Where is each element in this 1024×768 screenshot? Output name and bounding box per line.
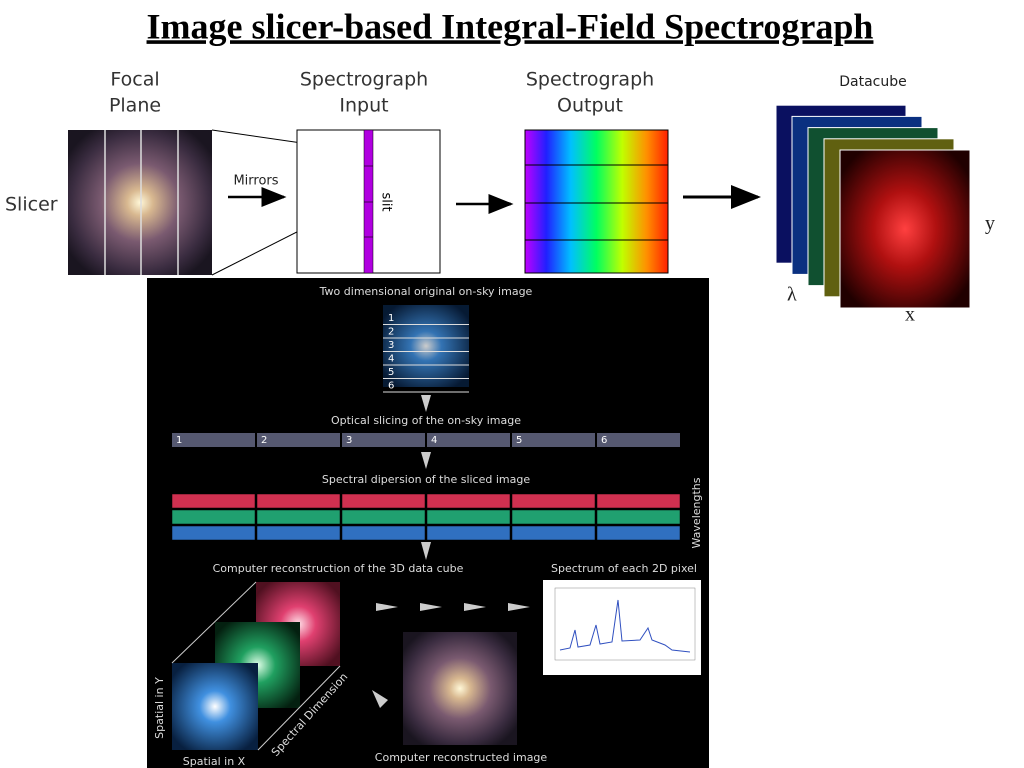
slice-strip xyxy=(342,433,425,447)
slice-lines xyxy=(104,130,179,275)
spectrum-box xyxy=(524,129,669,274)
slice-number: 5 xyxy=(388,367,394,378)
dispersed-slice xyxy=(256,525,341,541)
dispersed-slice xyxy=(426,525,511,541)
slice-number: 2 xyxy=(388,327,394,338)
dispersed-slice xyxy=(171,509,256,525)
caption: Spectrum of each 2D pixel xyxy=(551,562,697,575)
axis-y: y xyxy=(985,213,995,235)
reconstructed-image xyxy=(403,632,517,745)
dispersed-slice xyxy=(426,509,511,525)
focal-plane-label: Plane xyxy=(109,95,161,117)
caption: Two dimensional original on-sky image xyxy=(319,285,533,298)
caption: Spectral dipersion of the sliced image xyxy=(322,473,530,486)
dispersed-slice xyxy=(596,509,681,525)
axis-label: Spatial in Y xyxy=(153,677,166,739)
datacube-label: Datacube xyxy=(839,74,907,90)
slice-number: 3 xyxy=(346,435,352,446)
slice-number: 6 xyxy=(601,435,607,446)
focal-plane-label: Focal xyxy=(110,69,159,91)
dispersed-slice xyxy=(511,493,596,509)
cube-layer xyxy=(839,149,971,309)
slit-label: slit xyxy=(379,192,394,211)
dispersed-slice xyxy=(171,525,256,541)
dispersed-slice xyxy=(341,509,426,525)
slice-number: 5 xyxy=(516,435,522,446)
dispersed-slice xyxy=(341,525,426,541)
dispersed-slice xyxy=(596,493,681,509)
dispersed-slice xyxy=(511,509,596,525)
slice-strip xyxy=(597,433,680,447)
slicer-label: Slicer xyxy=(5,194,58,216)
slice-strip xyxy=(427,433,510,447)
dispersed-slice xyxy=(426,493,511,509)
dispersed-slice xyxy=(256,493,341,509)
slice-number: 6 xyxy=(388,381,394,392)
caption: Optical slicing of the on-sky image xyxy=(331,414,521,427)
sky-image xyxy=(383,305,469,387)
wavelengths-label: Wavelengths xyxy=(690,477,703,548)
plot-frame xyxy=(554,587,696,661)
slice-number: 1 xyxy=(388,313,394,324)
slice-number: 2 xyxy=(261,435,267,446)
slice-strip xyxy=(257,433,340,447)
dispersed-slice xyxy=(256,509,341,525)
dispersed-slice xyxy=(171,493,256,509)
spectrum-plot xyxy=(543,580,701,675)
caption: Computer reconstructed image xyxy=(375,751,548,764)
slice-number: 1 xyxy=(176,435,182,446)
spectrograph-output-label: Output xyxy=(557,95,623,117)
title: Image slicer-based Integral-Field Spectr… xyxy=(147,6,874,46)
dispersed-slice xyxy=(511,525,596,541)
mirrors-label: Mirrors xyxy=(233,174,278,189)
axis-lambda: λ xyxy=(787,284,797,306)
slit xyxy=(363,129,374,274)
spectrograph-output-label: Spectrograph xyxy=(526,69,654,91)
axis-label: Spatial in X xyxy=(183,755,246,768)
dispersed-slice xyxy=(341,493,426,509)
spectrum-line xyxy=(559,599,691,653)
caption: Computer reconstruction of the 3D data c… xyxy=(213,562,464,575)
axis-x: x xyxy=(905,304,915,326)
slice-number: 3 xyxy=(388,340,394,351)
spectrograph-input-label: Input xyxy=(339,95,388,117)
flow-arrow xyxy=(421,452,431,469)
slice-strip xyxy=(512,433,595,447)
datacube xyxy=(775,104,971,309)
flow-arrow xyxy=(421,542,431,560)
spectrograph-input-label: Spectrograph xyxy=(300,69,428,91)
flow-arrows xyxy=(372,603,530,708)
slice-strip xyxy=(172,433,255,447)
dispersed-slice xyxy=(596,525,681,541)
focal-plane-image xyxy=(68,130,212,275)
slice-number: 4 xyxy=(388,354,394,365)
slice-number: 4 xyxy=(431,435,437,446)
cube-slice xyxy=(172,663,258,750)
flow-arrow xyxy=(421,395,431,412)
